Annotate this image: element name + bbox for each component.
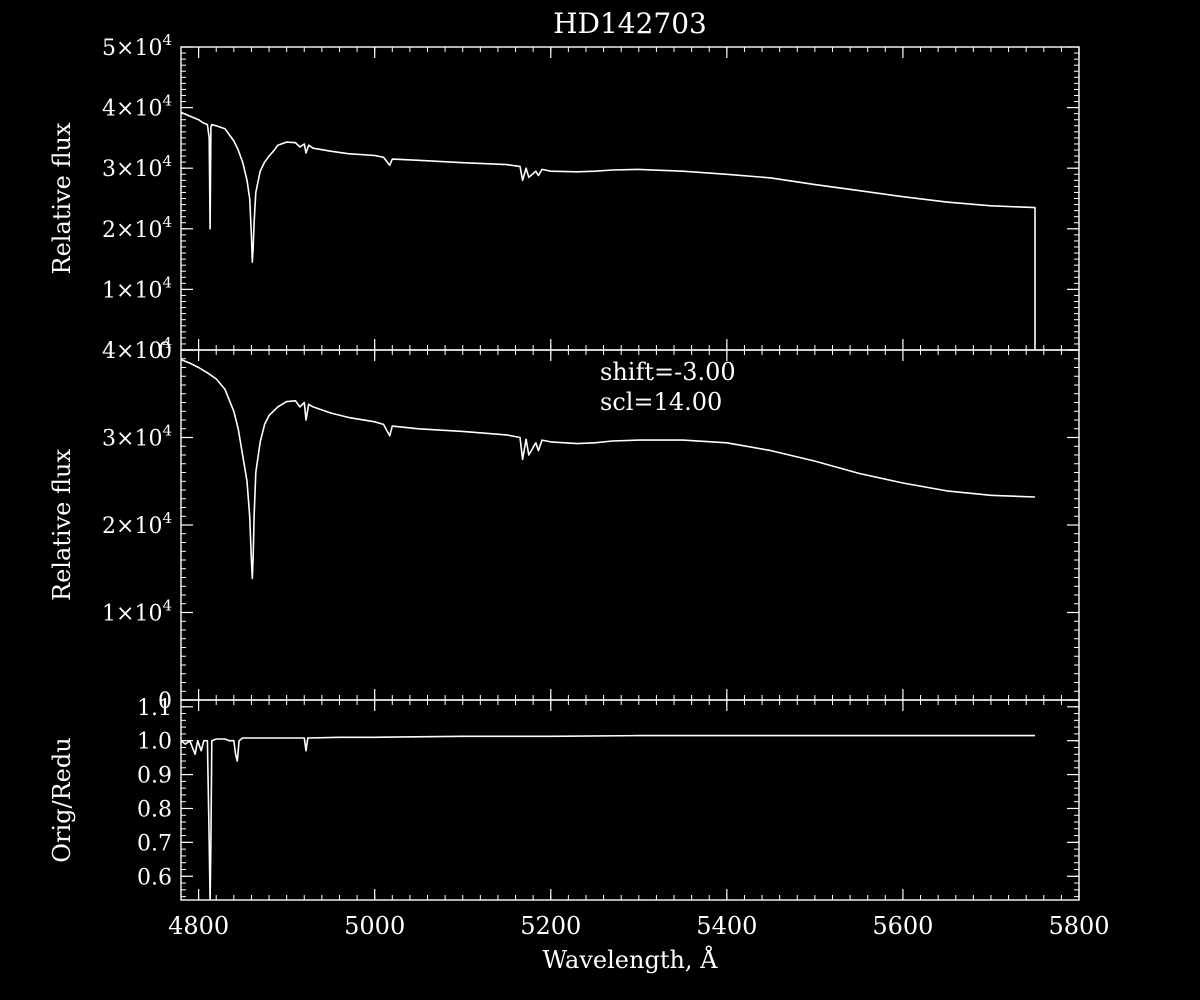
y-tick-label: 0 [158,689,172,714]
spectrum-line [181,734,1035,900]
spectrum-line [181,111,1036,350]
annotation-text: scl=14.00 [600,388,722,416]
y-tick-label: 4×104 [102,92,172,122]
y-axis-label: Relative flux [48,122,76,274]
y-tick-label: 3×104 [102,152,172,182]
y-tick-label: 2×104 [102,213,172,243]
y-tick-label: 0 [158,339,172,364]
y-tick-label: 1×104 [102,597,172,627]
x-tick-label: 5000 [344,912,405,940]
panel-frame [180,699,1080,901]
annotation-text: shift=-3.00 [600,358,736,386]
y-tick-label: 0.7 [137,831,172,856]
x-tick-label: 5800 [1048,912,1109,940]
y-tick-label: 4×104 [102,334,172,364]
y-tick-label: 0.8 [137,797,172,822]
x-axis-label: Wavelength, Å [542,945,718,974]
y-tick-label: 1.0 [137,730,172,755]
y-axis-label: Orig/Redu [48,737,76,862]
panel-reduced: 0 1×104 2×104 3×104 4×104 Relative flux shift=… [48,334,1080,714]
y-tick-label: 2×104 [102,509,172,539]
y-tick-label: 1.1 [137,696,172,721]
chart-title: HD142703 [553,7,707,40]
x-tick-label: 5600 [872,912,933,940]
y-tick-label: 1×104 [102,273,172,303]
x-tick-label: 5400 [696,912,757,940]
y-tick-label: 3×104 [102,422,172,452]
spectrum-line [181,358,1036,580]
x-tick-label: 4800 [168,912,229,940]
panel-original: 0 1×104 2×104 3×104 4×104 5×104 Relative flux [48,31,1080,364]
y-tick-label: 5×104 [102,31,172,61]
y-tick-label: 0.6 [137,865,172,890]
panel-frame [180,46,1080,351]
panel-ratio: 0.6 0.7 0.8 0.9 1.0 1.1 Orig/Redu [48,696,1080,901]
y-tick-label: 0.9 [137,764,172,789]
x-tick-label: 5200 [520,912,581,940]
y-axis-label: Relative flux [48,449,76,601]
